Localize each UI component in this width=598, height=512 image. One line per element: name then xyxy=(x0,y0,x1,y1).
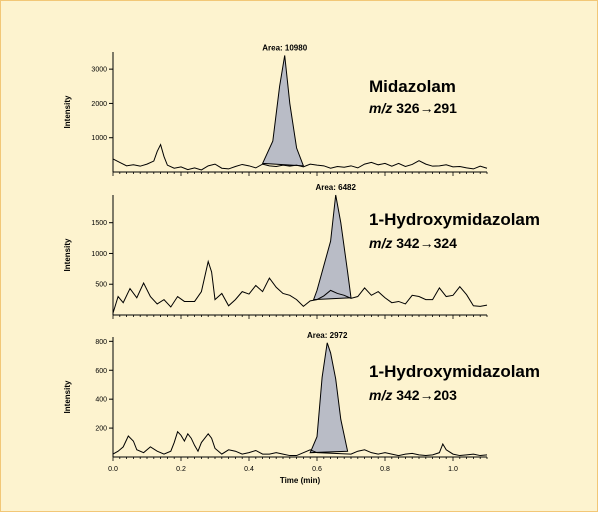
x-tick-label: 0.6 xyxy=(312,466,322,473)
peak-area-label: Area: 10980 xyxy=(262,43,307,52)
peak-area-label: Area: 2972 xyxy=(307,331,348,340)
y-tick-label: 600 xyxy=(95,368,107,375)
peak-area xyxy=(309,342,349,454)
x-tick-label: 0.0 xyxy=(108,466,118,473)
y-tick-label: 500 xyxy=(95,282,107,289)
y-tick-label: 2000 xyxy=(91,101,107,108)
chromatogram-trace xyxy=(112,143,488,171)
y-tick-label: 1000 xyxy=(91,251,107,258)
y-tick-label: 400 xyxy=(95,397,107,404)
y-tick-label: 200 xyxy=(95,426,107,433)
compound-label: Midazolam xyxy=(369,77,456,96)
y-tick-label: 1500 xyxy=(91,220,107,227)
chromatogram-trace xyxy=(112,430,488,457)
transition-label: m/z 326→291 xyxy=(369,100,457,116)
y-tick-label: 3000 xyxy=(91,67,107,74)
compound-label: 1-Hydroxymidazolam xyxy=(369,362,540,381)
y-axis-label: Intensity xyxy=(63,380,72,413)
x-tick-label: 1.0 xyxy=(448,466,458,473)
x-tick-label: 0.2 xyxy=(176,466,186,473)
transition-label: m/z 342→324 xyxy=(369,235,457,251)
transition-value: 342→324 xyxy=(392,235,457,251)
y-tick-label: 1000 xyxy=(91,135,107,142)
x-tick-label: 0.8 xyxy=(380,466,390,473)
transition-value: 342→203 xyxy=(392,387,457,403)
x-tick-label: 0.4 xyxy=(244,466,254,473)
mz-label: m/z xyxy=(369,387,392,403)
peak-area xyxy=(261,55,305,167)
peak-area xyxy=(312,194,352,301)
chromatogram-trace xyxy=(112,259,488,314)
transition-label: m/z 342→203 xyxy=(369,387,457,403)
y-axis-label: Intensity xyxy=(63,95,72,128)
transition-value: 326→291 xyxy=(392,100,457,116)
mz-label: m/z xyxy=(369,100,392,116)
compound-label: 1-Hydroxymidazolam xyxy=(369,210,540,229)
mz-label: m/z xyxy=(369,235,392,251)
y-tick-label: 800 xyxy=(95,339,107,346)
y-axis-label: Intensity xyxy=(63,238,72,271)
peak-area-label: Area: 6482 xyxy=(315,183,356,192)
x-axis-label: Time (min) xyxy=(280,476,321,485)
